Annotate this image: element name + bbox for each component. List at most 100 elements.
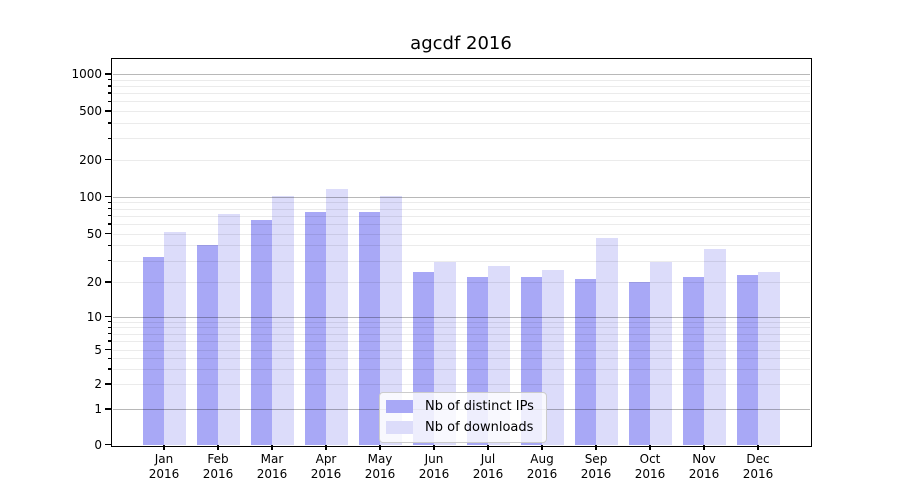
x-tick-label-mar: Mar 2016 [242,452,302,482]
x-tick-label-oct: Oct 2016 [620,452,680,482]
year-label: 2016 [634,467,666,481]
month-label: May [367,452,393,466]
major-gridline [112,196,810,198]
y-minor-tick [107,122,111,124]
x-tick [433,445,435,450]
y-minor-tick [107,333,111,335]
bar-downloads-sep [596,237,618,445]
x-tick-label-feb: Feb 2016 [188,452,248,482]
minor-gridline [112,349,810,351]
y-tick [104,408,111,410]
x-tick-label-apr: Apr 2016 [296,452,356,482]
x-tick-label-jan: Jan 2016 [134,452,194,482]
year-label: 2016 [310,467,342,481]
minor-gridline [112,101,810,103]
x-tick [379,445,381,450]
legend-item-distinct-ips: Nb of distinct IPs [386,399,534,414]
bar-distinct-ips-mar [250,219,272,445]
minor-gridline [112,159,810,161]
minor-gridline [112,138,810,140]
x-tick [703,445,705,450]
month-label: Oct [639,452,661,466]
major-gridline [112,316,810,318]
x-tick [595,445,597,450]
month-label: Nov [692,452,716,466]
legend-swatch-downloads [386,420,413,434]
y-tick-label: 50 [86,226,102,241]
y-tick-label: 500 [79,103,102,118]
y-minor-tick [107,201,111,204]
y-tick-label: 200 [79,152,102,167]
major-gridline [112,73,810,75]
y-minor-tick [107,320,111,323]
minor-gridline [112,85,810,87]
year-label: 2016 [472,467,504,481]
x-tick [217,445,219,450]
minor-gridline [112,208,810,210]
y-tick [104,349,111,351]
x-tick-label-dec: Dec 2016 [728,452,788,482]
month-label: Mar [260,452,284,466]
x-tick [163,445,165,450]
y-tick [104,232,111,235]
bar-distinct-ips-jan [142,257,164,445]
minor-gridline [112,110,810,112]
bar-downloads-dec [758,272,780,445]
y-tick-label: 100 [79,189,102,204]
y-tick [104,159,111,161]
y-minor-tick [107,223,111,225]
year-label: 2016 [418,467,450,481]
year-label: 2016 [688,467,720,481]
x-tick [271,445,273,450]
bar-downloads-nov [704,249,726,445]
y-tick-label: 10 [86,309,102,324]
y-minor-tick [107,208,111,210]
minor-gridline [112,79,810,81]
y-tick [104,383,111,385]
month-label: Aug [530,452,554,466]
bar-distinct-ips-may [358,212,380,445]
y-minor-tick [107,326,111,328]
legend-label-distinct-ips: Nb of distinct IPs [425,398,534,414]
y-tick-label: 5 [94,342,102,357]
minor-gridline [112,245,810,247]
x-tick [649,445,651,450]
plot-area [110,58,812,447]
y-tick-label: 20 [86,275,102,289]
x-tick [541,445,543,450]
x-tick-label-jun: Jun 2016 [404,452,464,482]
minor-gridline [112,223,810,225]
bar-distinct-ips-feb [196,245,218,445]
minor-gridline [112,122,810,124]
y-minor-tick [107,357,111,359]
month-label: Sep [584,452,608,466]
bar-downloads-may [380,195,402,445]
minor-gridline [112,368,810,370]
minor-gridline [112,327,810,329]
minor-gridline [112,282,810,283]
x-tick-label-nov: Nov 2016 [674,452,734,482]
month-label: Feb [207,452,229,466]
y-tick [104,315,111,318]
minor-gridline [112,202,810,204]
month-label: Jul [480,452,496,466]
bar-downloads-apr [326,189,348,445]
bar-distinct-ips-nov [682,276,704,445]
y-minor-tick [107,259,111,262]
bar-downloads-feb [218,214,240,445]
x-tick [757,445,759,450]
bar-distinct-ips-dec [736,274,758,445]
year-label: 2016 [256,467,288,481]
y-tick [104,110,111,112]
y-tick-label: 1 [94,402,102,416]
minor-gridline [112,384,810,385]
bar-distinct-ips-oct [628,282,650,445]
minor-gridline [112,215,810,217]
y-tick-label: 2 [94,377,102,391]
y-minor-tick [107,100,111,102]
bar-distinct-ips-apr [304,212,326,445]
minor-gridline [112,321,810,323]
y-minor-tick [107,85,111,87]
y-minor-tick [107,340,111,342]
y-tick-label: 0 [94,437,102,452]
